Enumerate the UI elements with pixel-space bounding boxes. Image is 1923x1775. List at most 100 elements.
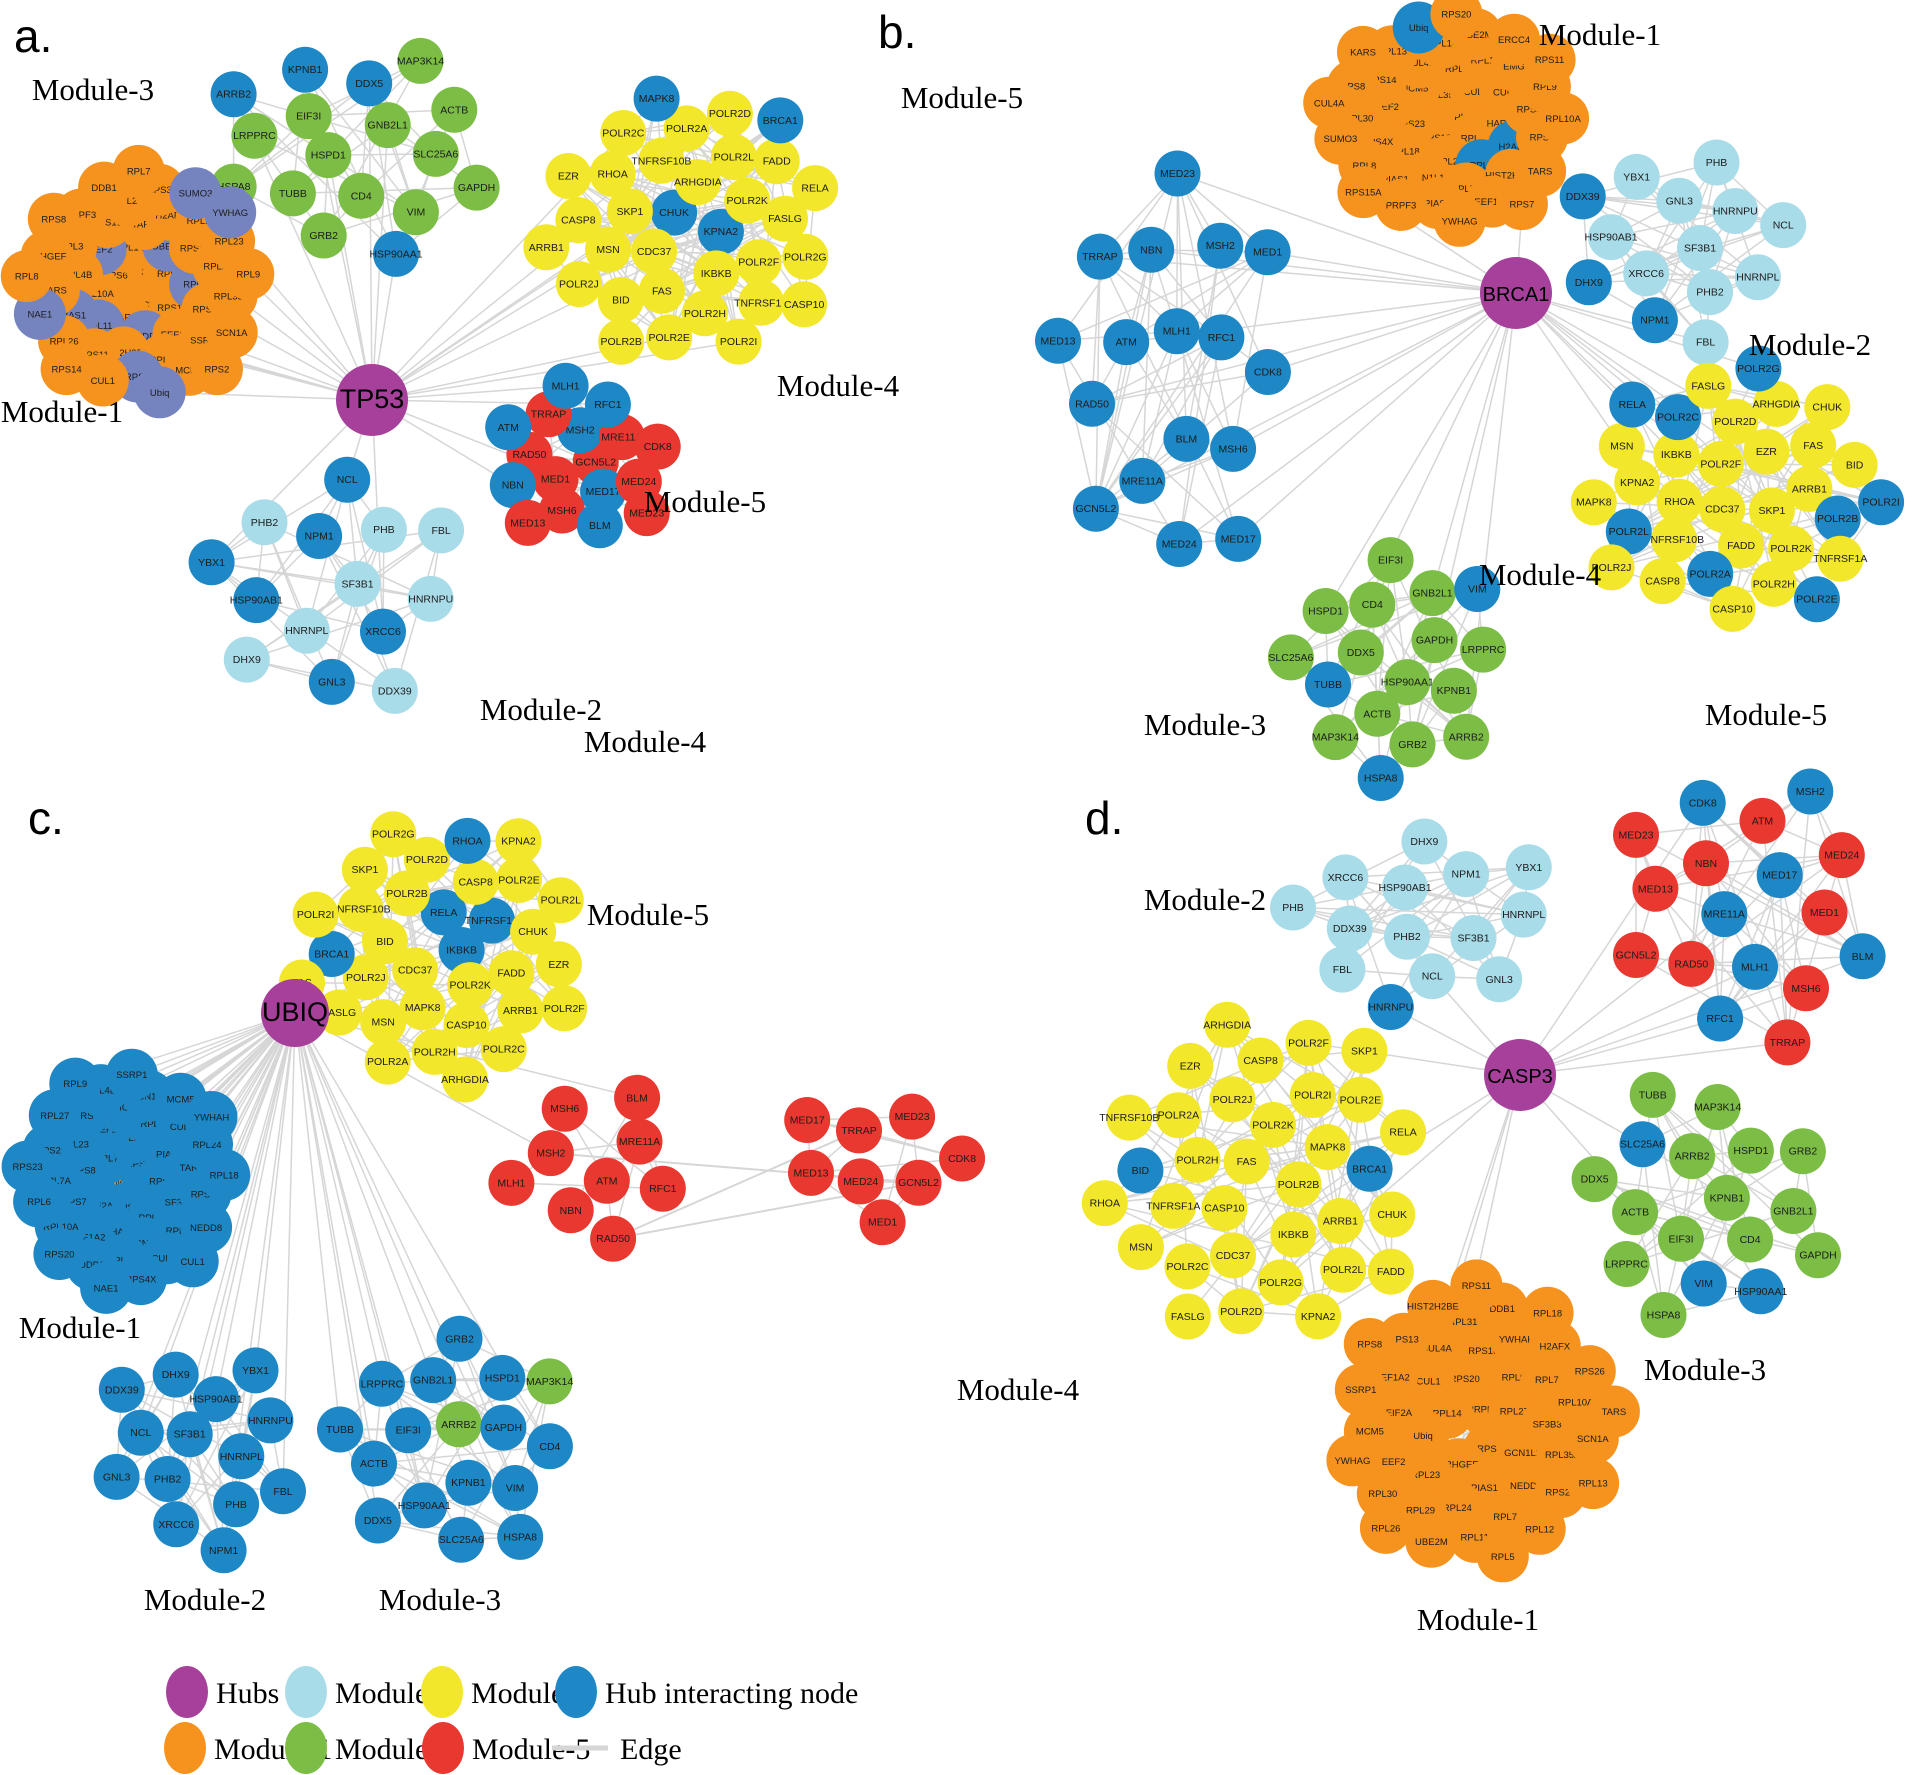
node-KARS[interactable] (1337, 25, 1389, 78)
node-CASP8[interactable] (452, 858, 499, 905)
node-CDK8[interactable] (1679, 779, 1726, 826)
node-ARHGDIA[interactable] (1204, 1001, 1251, 1048)
node-DDX5[interactable] (1337, 629, 1384, 676)
node-RPL26[interactable] (1359, 1501, 1412, 1554)
node-CD4[interactable] (338, 172, 385, 219)
node-RPL10A[interactable] (1537, 92, 1590, 145)
node-POLR2A[interactable] (1687, 550, 1734, 597)
node-ARRB2[interactable] (435, 1401, 482, 1448)
node-EZR[interactable] (1743, 428, 1790, 475)
node-BID[interactable] (1117, 1147, 1164, 1194)
node-POLR2K[interactable] (724, 177, 771, 224)
node-RELA[interactable] (1380, 1109, 1427, 1156)
node-POLR2B[interactable] (384, 870, 430, 917)
node-RPL12[interactable] (1513, 1502, 1566, 1555)
node-SF3B1[interactable] (1677, 225, 1723, 271)
node-RPL13[interactable] (1567, 1457, 1620, 1510)
node-DDX39[interactable] (371, 667, 418, 714)
node-FASLG[interactable] (762, 195, 808, 242)
node-POLR2B[interactable] (1275, 1161, 1322, 1208)
node-TUBB[interactable] (317, 1406, 363, 1453)
node-RPS20[interactable] (33, 1228, 86, 1280)
node-CASP8[interactable] (1237, 1037, 1284, 1084)
node-XRCC6[interactable] (1322, 854, 1369, 901)
node-RFC1[interactable] (1697, 995, 1744, 1042)
node-SLC25A6[interactable] (1619, 1121, 1666, 1168)
node-EZR[interactable] (535, 941, 582, 988)
node-POLR2H[interactable] (681, 290, 728, 337)
node-SSRP1[interactable] (1334, 1363, 1387, 1416)
hub-UBIQ[interactable] (261, 979, 329, 1047)
node-ARHGDIA[interactable] (674, 159, 721, 206)
node-NBN[interactable] (489, 462, 536, 509)
node-CDK8[interactable] (634, 423, 681, 470)
node-NBN[interactable] (1128, 226, 1175, 273)
node-TNFRSF10B[interactable] (638, 137, 685, 184)
node-MSH2[interactable] (1787, 768, 1834, 815)
node-MLH1[interactable] (1732, 943, 1778, 990)
node-FBL[interactable] (1319, 946, 1366, 993)
node-RPL9[interactable] (49, 1057, 102, 1110)
node-MED24[interactable] (837, 1158, 884, 1205)
node-FBL[interactable] (1682, 319, 1729, 366)
node-GNL3[interactable] (93, 1453, 140, 1500)
node-GNB2L1[interactable] (1409, 570, 1456, 617)
node-KPNB1[interactable] (445, 1459, 492, 1506)
node-HNRNPL[interactable] (283, 607, 330, 654)
node-RPL18[interactable] (1521, 1286, 1574, 1339)
node-Ubiq[interactable] (133, 366, 186, 419)
node-MSH6[interactable] (1210, 425, 1257, 472)
node-EIF3I[interactable] (385, 1407, 432, 1454)
node-POLR2L[interactable] (1605, 508, 1652, 555)
node-HSP90AA1[interactable] (1737, 1268, 1784, 1315)
node-BID[interactable] (597, 277, 644, 323)
node-POLR2H[interactable] (411, 1028, 458, 1075)
node-CASP10[interactable] (1709, 585, 1756, 632)
node-SLC25A6[interactable] (1267, 634, 1314, 681)
node-CHUK[interactable] (1804, 384, 1851, 431)
node-HSP90AB1[interactable] (1588, 214, 1635, 261)
node-POLR2D[interactable] (1218, 1288, 1265, 1335)
node-GCN5L2[interactable] (1072, 485, 1119, 532)
node-SLC25A6[interactable] (412, 130, 459, 177)
node-ARHGDIA[interactable] (1753, 380, 1800, 427)
node-SF3B1[interactable] (166, 1411, 213, 1458)
node-PHB[interactable] (213, 1481, 260, 1528)
node-IKBKB[interactable] (1653, 431, 1700, 478)
node-CASP8[interactable] (555, 197, 602, 244)
node-NAE1[interactable] (80, 1261, 133, 1314)
node-BID[interactable] (1831, 441, 1878, 488)
node-LRPPRC[interactable] (231, 112, 278, 159)
hub-TP53[interactable] (336, 364, 408, 436)
node-PHB2[interactable] (1687, 269, 1733, 316)
node-TARS[interactable] (1587, 1385, 1640, 1438)
node-SKP1[interactable] (341, 846, 388, 893)
node-MED13[interactable] (788, 1149, 834, 1196)
node-RHOA[interactable] (1656, 478, 1703, 525)
node-CD4[interactable] (1349, 581, 1396, 628)
node-KPNB1[interactable] (1703, 1174, 1750, 1221)
node-SSRP1[interactable] (105, 1048, 158, 1101)
node-FADD[interactable] (1718, 522, 1765, 569)
node-SKP1[interactable] (606, 188, 653, 235)
node-MLH1[interactable] (542, 362, 589, 409)
node-KPNA2[interactable] (1614, 459, 1661, 506)
node-NBN[interactable] (547, 1187, 594, 1234)
node-NPM1[interactable] (296, 513, 343, 559)
node-EZR[interactable] (1167, 1042, 1214, 1089)
node-HSPA8[interactable] (497, 1513, 544, 1560)
node-MAPK8[interactable] (633, 75, 680, 122)
node-TNFRSF10B[interactable] (1106, 1094, 1153, 1141)
node-TNFRSF10B[interactable] (337, 885, 384, 932)
node-POLR2E[interactable] (646, 314, 693, 361)
node-DDX39[interactable] (1326, 905, 1373, 952)
node-POLR2H[interactable] (1174, 1136, 1221, 1183)
node-POLR2J[interactable] (1588, 544, 1635, 591)
node-GAPDH[interactable] (1411, 617, 1458, 664)
node-POLR2F[interactable] (541, 985, 588, 1032)
node-XRCC6[interactable] (1623, 250, 1670, 297)
node-IKBKB[interactable] (693, 250, 740, 297)
node-HIST2H2BE[interactable] (1407, 1279, 1459, 1332)
node-EIF3I[interactable] (1367, 537, 1414, 584)
node-KPNB1[interactable] (1430, 667, 1477, 714)
